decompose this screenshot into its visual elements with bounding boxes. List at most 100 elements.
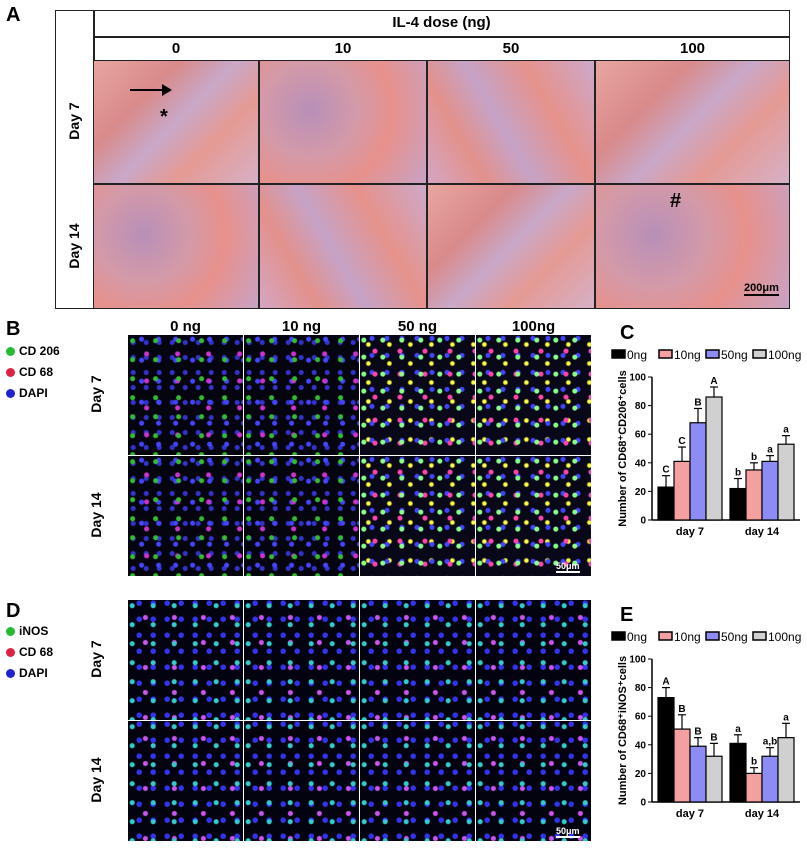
x-tick-label: day 7: [676, 526, 704, 538]
significance-letter: a: [735, 724, 741, 735]
bar: [729, 742, 747, 803]
bar: [689, 745, 707, 803]
bar: [657, 697, 675, 803]
bar: [777, 443, 795, 521]
row-label: Day 7: [66, 102, 82, 140]
significance-letter: a: [783, 425, 789, 436]
fluorescence-image: [359, 334, 476, 456]
significance-letter: C: [662, 465, 669, 476]
legend-dot-icon: [6, 647, 15, 657]
he-micrograph: [595, 60, 790, 184]
panel-label-e: E: [620, 604, 634, 626]
bar: [657, 486, 675, 521]
legend-label: 0ng: [627, 630, 647, 644]
y-tick-label: 60: [635, 430, 647, 441]
row-label: Day 7: [88, 640, 104, 678]
arrow-head-icon: [162, 84, 172, 96]
significance-letter: C: [678, 436, 685, 447]
bar: [761, 460, 779, 521]
significance-letter: B: [678, 704, 685, 715]
bar: [673, 728, 691, 803]
significance-letter: a,b: [763, 737, 777, 748]
he-micrograph: [595, 184, 790, 309]
column-label: 100ng: [511, 318, 556, 335]
legend-label: iNOS: [19, 624, 49, 638]
significance-letter: B: [694, 727, 701, 738]
bar: [745, 772, 763, 803]
dose-label: 0: [171, 40, 181, 57]
legend-label: 100ng: [768, 630, 801, 644]
column-label: 10 ng: [281, 318, 322, 335]
bar: [705, 755, 723, 803]
legend-item: DAPI: [6, 664, 48, 682]
he-micrograph: [93, 184, 259, 309]
column-label: 50 ng: [397, 318, 438, 335]
fluorescence-image: [475, 599, 592, 721]
y-tick-label: 80: [635, 683, 647, 694]
legend-swatch: [658, 349, 673, 359]
fluorescence-image: [127, 334, 244, 456]
significance-letter: a: [767, 445, 773, 456]
legend-label: 100ng: [768, 348, 801, 362]
scale-bar: 50μm: [556, 561, 580, 573]
legend-dot-icon: [6, 668, 15, 678]
asterisk-mark: *: [160, 106, 168, 128]
fluorescence-image: [359, 599, 476, 721]
y-tick-label: 0: [640, 798, 646, 809]
x-tick-label: day 14: [745, 526, 780, 538]
scale-bar: 200μm: [744, 282, 779, 296]
fluorescence-image: [243, 455, 360, 577]
bar: [689, 422, 707, 521]
row-label: Day 7: [88, 375, 104, 413]
legend-item: CD 206: [6, 342, 60, 360]
significance-letter: A: [662, 677, 669, 688]
fluorescence-image: [127, 599, 244, 721]
legend-swatch: [705, 349, 720, 359]
bar: [777, 737, 795, 803]
legend-dot-icon: [6, 367, 15, 377]
y-tick-label: 100: [629, 655, 646, 666]
column-label: 0 ng: [170, 318, 201, 335]
legend-label: DAPI: [19, 386, 48, 400]
dose-label: 50: [502, 40, 520, 57]
legend-label: 10ng: [674, 348, 701, 362]
he-micrograph: [259, 60, 427, 184]
legend-label: 0ng: [627, 348, 647, 362]
panel-label-a: A: [6, 4, 21, 26]
significance-letter: B: [694, 397, 701, 408]
significance-letter: b: [751, 757, 757, 768]
y-tick-label: 80: [635, 401, 647, 412]
legend-label: CD 206: [19, 344, 60, 358]
legend-label: CD 68: [19, 645, 54, 659]
he-micrograph: [427, 60, 595, 184]
legend-swatch: [611, 631, 626, 641]
y-axis-label: Number of CD68⁺iNOS⁺cells: [617, 656, 629, 805]
bar: [705, 396, 723, 521]
y-tick-label: 100: [629, 373, 646, 384]
significance-letter: B: [710, 732, 717, 743]
bar: [761, 755, 779, 803]
x-tick-label: day 14: [745, 808, 780, 820]
fluorescence-image: [359, 720, 476, 842]
significance-letter: a: [783, 712, 789, 723]
legend-label: 50ng: [721, 348, 748, 362]
fluorescence-image: [243, 720, 360, 842]
row-label: Day 14: [88, 757, 104, 803]
fluorescence-image: [359, 455, 476, 577]
legend-item: iNOS: [6, 622, 48, 640]
y-tick-label: 20: [635, 487, 647, 498]
fluorescence-image: [475, 334, 592, 456]
panel-label-b: B: [6, 318, 21, 340]
fluorescence-image: [243, 599, 360, 721]
scale-bar: 50μm: [556, 826, 580, 838]
legend-swatch: [752, 631, 767, 641]
divider: [93, 36, 790, 38]
bar: [729, 487, 747, 521]
y-tick-label: 0: [640, 516, 646, 527]
legend-dot-icon: [6, 626, 15, 636]
y-tick-label: 40: [635, 458, 647, 469]
fluorescence-image: [127, 720, 244, 842]
row-label: Day 14: [88, 492, 104, 538]
legend-dot-icon: [6, 388, 15, 398]
